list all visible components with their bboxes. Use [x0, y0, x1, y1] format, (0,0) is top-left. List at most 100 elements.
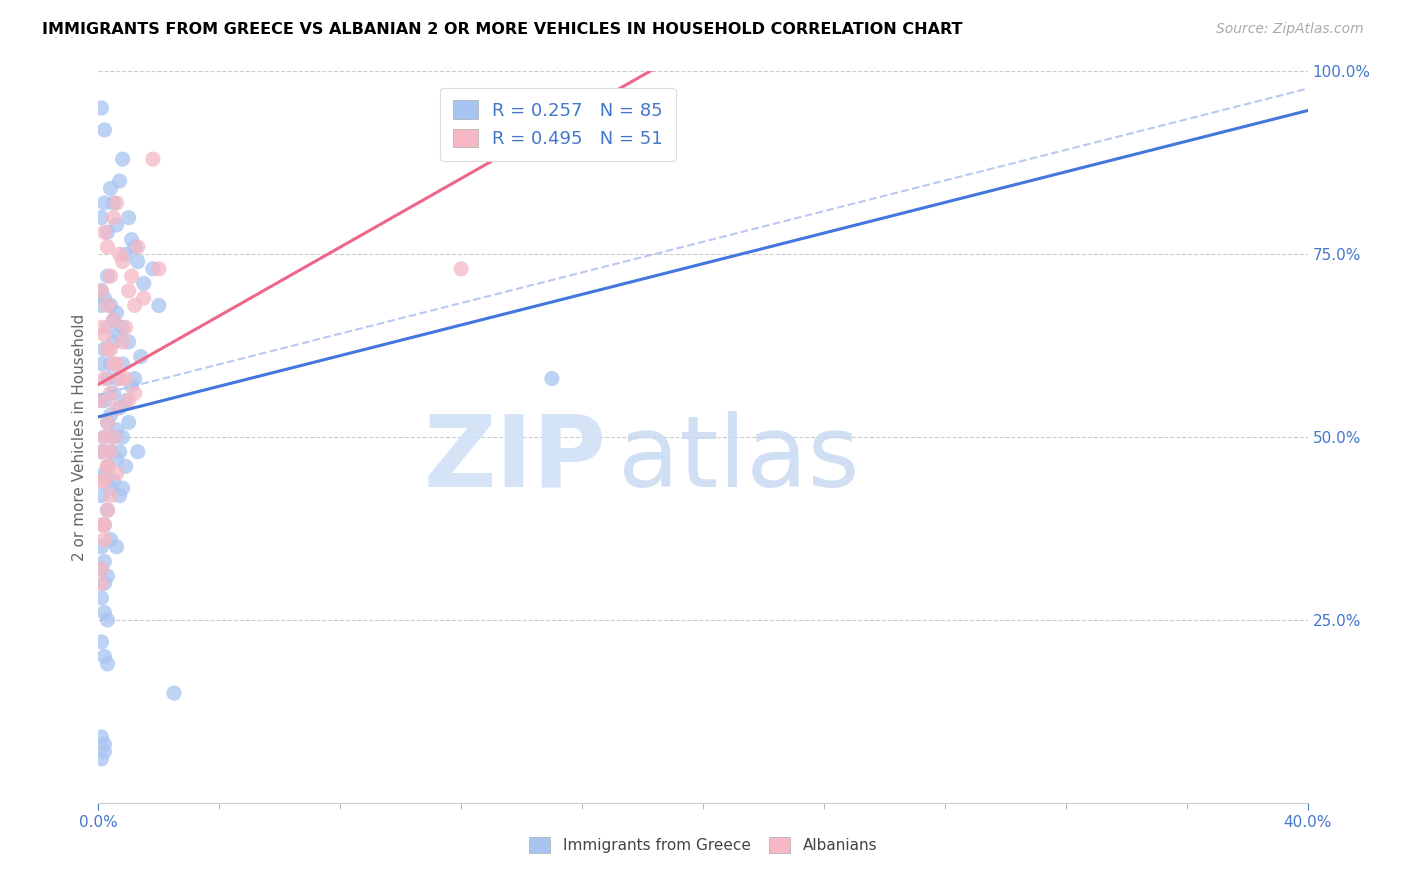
Point: [93, 745, 115, 759]
Point: [90, 393, 112, 408]
Point: [121, 379, 143, 393]
Point: [93, 291, 115, 305]
Point: [108, 174, 131, 188]
Point: [105, 452, 128, 467]
Point: [118, 211, 141, 225]
Point: [96, 459, 118, 474]
Point: [100, 298, 122, 312]
Point: [127, 240, 149, 254]
Point: [93, 649, 115, 664]
Point: [105, 467, 128, 481]
Point: [100, 489, 122, 503]
Point: [90, 489, 112, 503]
Point: [148, 298, 170, 312]
Point: [111, 254, 134, 268]
Point: [90, 393, 112, 408]
Point: [90, 576, 112, 591]
Point: [90, 284, 112, 298]
Point: [103, 474, 125, 488]
Point: [93, 474, 115, 488]
Point: [96, 503, 118, 517]
Point: [103, 430, 125, 444]
Point: [93, 606, 115, 620]
Point: [93, 343, 115, 357]
Point: [111, 320, 134, 334]
Point: [124, 240, 146, 254]
Point: [114, 371, 136, 385]
Point: [121, 233, 143, 247]
Point: [96, 569, 118, 583]
Point: [90, 320, 112, 334]
Point: [103, 430, 125, 444]
Point: [96, 459, 118, 474]
Point: [90, 474, 112, 488]
Point: [96, 269, 118, 284]
Point: [90, 211, 112, 225]
Point: [108, 489, 131, 503]
Point: [93, 737, 115, 751]
Text: Source: ZipAtlas.com: Source: ZipAtlas.com: [1216, 22, 1364, 37]
Point: [100, 386, 122, 401]
Point: [114, 247, 136, 261]
Point: [90, 752, 112, 766]
Point: [90, 635, 112, 649]
Point: [93, 554, 115, 568]
Point: [127, 254, 149, 268]
Point: [100, 269, 122, 284]
Point: [93, 393, 115, 408]
Text: IMMIGRANTS FROM GREECE VS ALBANIAN 2 OR MORE VEHICLES IN HOUSEHOLD CORRELATION C: IMMIGRANTS FROM GREECE VS ALBANIAN 2 OR …: [42, 22, 963, 37]
Point: [114, 320, 136, 334]
Point: [108, 247, 131, 261]
Point: [96, 225, 118, 239]
Point: [142, 261, 165, 276]
Point: [103, 313, 125, 327]
Point: [118, 416, 141, 430]
Point: [90, 444, 112, 458]
Point: [105, 401, 128, 415]
Point: [96, 613, 118, 627]
Point: [118, 284, 141, 298]
Point: [124, 386, 146, 401]
Point: [96, 240, 118, 254]
Point: [90, 101, 112, 115]
Point: [93, 576, 115, 591]
Point: [124, 371, 146, 385]
Point: [100, 357, 122, 371]
Point: [90, 517, 112, 532]
Point: [90, 357, 112, 371]
Point: [90, 444, 112, 458]
Point: [96, 298, 118, 312]
Point: [108, 401, 131, 415]
Point: [100, 533, 122, 547]
Point: [108, 444, 131, 458]
Point: [96, 320, 118, 334]
Point: [103, 211, 125, 225]
Point: [90, 591, 112, 605]
Point: [93, 533, 115, 547]
Point: [142, 152, 165, 166]
Point: [90, 298, 112, 312]
Point: [108, 327, 131, 342]
Point: [118, 393, 141, 408]
Point: [129, 350, 152, 364]
Point: [93, 467, 115, 481]
Point: [93, 430, 115, 444]
Point: [148, 261, 170, 276]
Point: [111, 481, 134, 495]
Point: [93, 196, 115, 211]
Point: [96, 416, 118, 430]
Point: [105, 371, 128, 385]
Point: [103, 386, 125, 401]
Point: [93, 371, 115, 385]
Point: [100, 444, 122, 458]
Point: [105, 357, 128, 371]
Point: [111, 357, 134, 371]
Point: [103, 334, 125, 349]
Point: [90, 562, 112, 576]
Point: [114, 393, 136, 408]
Point: [96, 343, 118, 357]
Point: [93, 517, 115, 532]
Point: [90, 284, 112, 298]
Point: [93, 430, 115, 444]
Point: [111, 152, 134, 166]
